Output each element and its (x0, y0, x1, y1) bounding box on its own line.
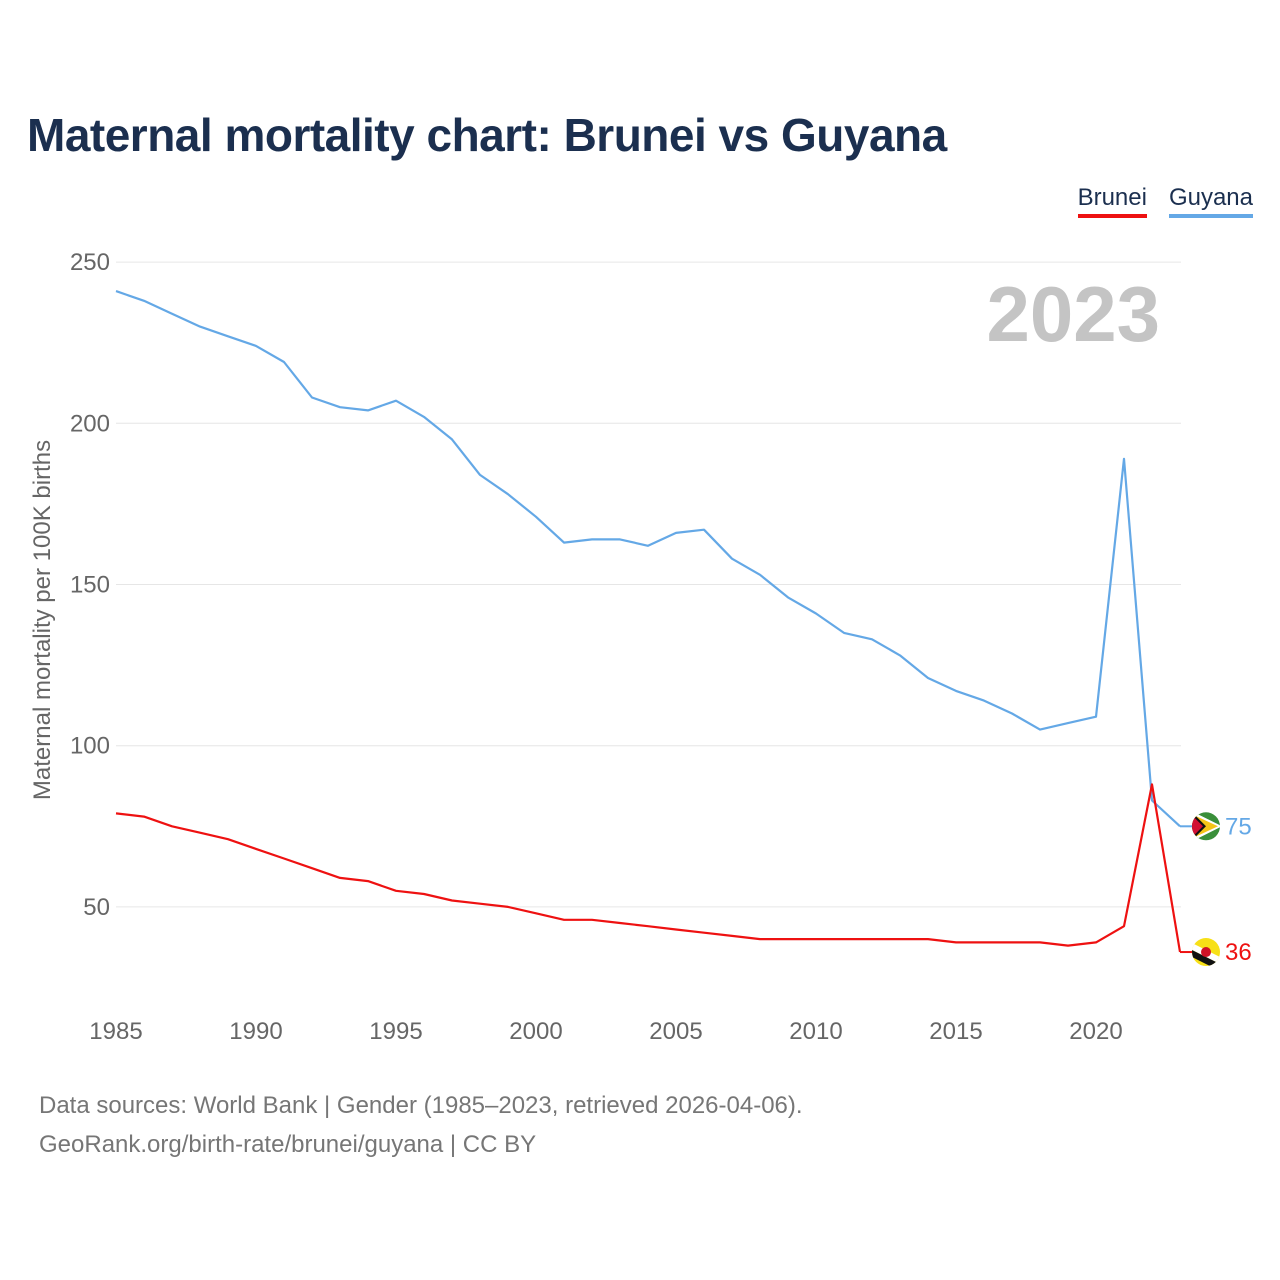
x-tick-label: 2000 (509, 1018, 562, 1045)
chart-title: Maternal mortality chart: Brunei vs Guya… (27, 109, 947, 161)
x-tick-label: 2020 (1069, 1018, 1122, 1045)
grid (116, 261, 1181, 908)
source-line-1: Data sources: World Bank | Gender (1985–… (39, 1092, 803, 1119)
legend-item-brunei[interactable]: Brunei (1077, 184, 1147, 218)
x-tick-label: 1995 (369, 1018, 422, 1045)
y-tick-label: 200 (70, 410, 110, 437)
x-tick-label: 1985 (89, 1018, 142, 1045)
x-tick-label: 1990 (229, 1018, 282, 1045)
series (115, 290, 1192, 954)
y-axis-label: Maternal mortality per 100K births (29, 440, 56, 800)
year-watermark: 2023 (986, 270, 1160, 358)
x-tick-label: 2010 (789, 1018, 842, 1045)
y-tick-label: 150 (70, 572, 110, 599)
data-source: Data sources: World Bank | Gender (1985–… (39, 1086, 803, 1164)
series-line-brunei[interactable] (115, 783, 1182, 953)
y-tick-label: 100 (70, 733, 110, 760)
y-axis-ticks: 50 100 150 200 250 (70, 249, 110, 921)
x-tick-label: 2005 (649, 1018, 702, 1045)
end-markers: 75 36 (1192, 812, 1252, 967)
y-tick-label: 250 (70, 249, 110, 276)
x-axis-ticks: 1985 1990 1995 2000 2005 2010 2015 2020 (89, 1018, 1122, 1045)
brunei-flag-icon (1192, 938, 1220, 967)
guyana-flag-icon (1192, 812, 1220, 841)
legend: Brunei Guyana (1077, 184, 1253, 218)
end-value-label-brunei: 36 (1225, 939, 1252, 966)
y-tick-label: 50 (83, 894, 110, 921)
source-line-2: GeoRank.org/birth-rate/brunei/guyana | C… (39, 1131, 537, 1158)
end-value-label-guyana: 75 (1225, 813, 1252, 840)
x-tick-label: 2015 (929, 1018, 982, 1045)
legend-item-guyana[interactable]: Guyana (1168, 184, 1253, 218)
series-line-guyana[interactable] (115, 290, 1181, 828)
